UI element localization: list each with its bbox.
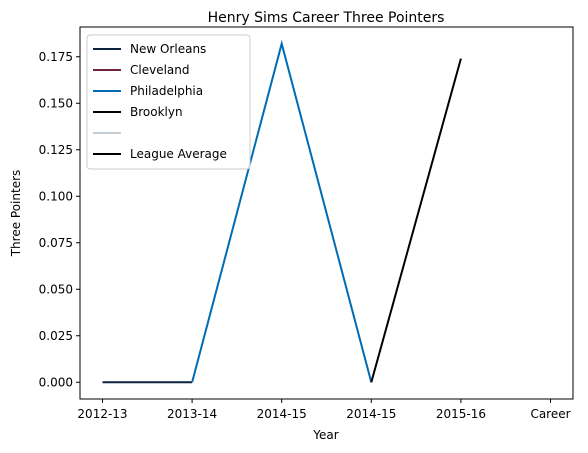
y-tick-label: 0.075	[39, 236, 73, 250]
y-tick-label: 0.000	[39, 375, 73, 389]
legend-label: Brooklyn	[130, 105, 183, 119]
series-line	[370, 58, 462, 383]
series-line	[191, 39, 373, 383]
y-tick-label: 0.150	[39, 96, 73, 110]
y-tick-label: 0.100	[39, 189, 73, 203]
y-axis: 0.000 0.025 0.050 0.075 0.100 0.125 0.150 0.175	[39, 50, 80, 389]
x-axis-label: Year	[312, 428, 338, 442]
x-tick-label: 2015-16	[436, 407, 486, 421]
legend-label: Philadelphia	[130, 84, 203, 98]
series-lines	[102, 39, 462, 384]
x-tick-label: 2014-15	[257, 407, 307, 421]
legend-label: League Average	[130, 147, 227, 161]
plot-area-frame	[79, 26, 574, 400]
y-tick-label: 0.025	[39, 329, 73, 343]
y-tick-label: 0.125	[39, 143, 73, 157]
legend: New Orleans Cleveland Philadelphia Brooklyn…	[86, 34, 251, 170]
x-tick-label: 2012-13	[77, 407, 127, 421]
y-tick-label: 0.175	[39, 50, 73, 64]
legend-box	[86, 34, 251, 170]
legend-label: New Orleans	[130, 42, 206, 56]
x-tick-label: Career	[530, 407, 570, 421]
x-axis: 2012-13 2013-14 2014-15 2014-15 2015-16 Caree…	[77, 399, 571, 421]
chart-title: Henry Sims Career Three Pointers	[208, 10, 445, 26]
x-tick-label: 2014-15	[346, 407, 396, 421]
legend-label: Cleveland	[130, 63, 190, 77]
y-tick-label: 0.050	[39, 282, 73, 296]
x-tick-label: 2013-14	[167, 407, 217, 421]
y-axis-label: Three Pointers	[9, 170, 23, 258]
